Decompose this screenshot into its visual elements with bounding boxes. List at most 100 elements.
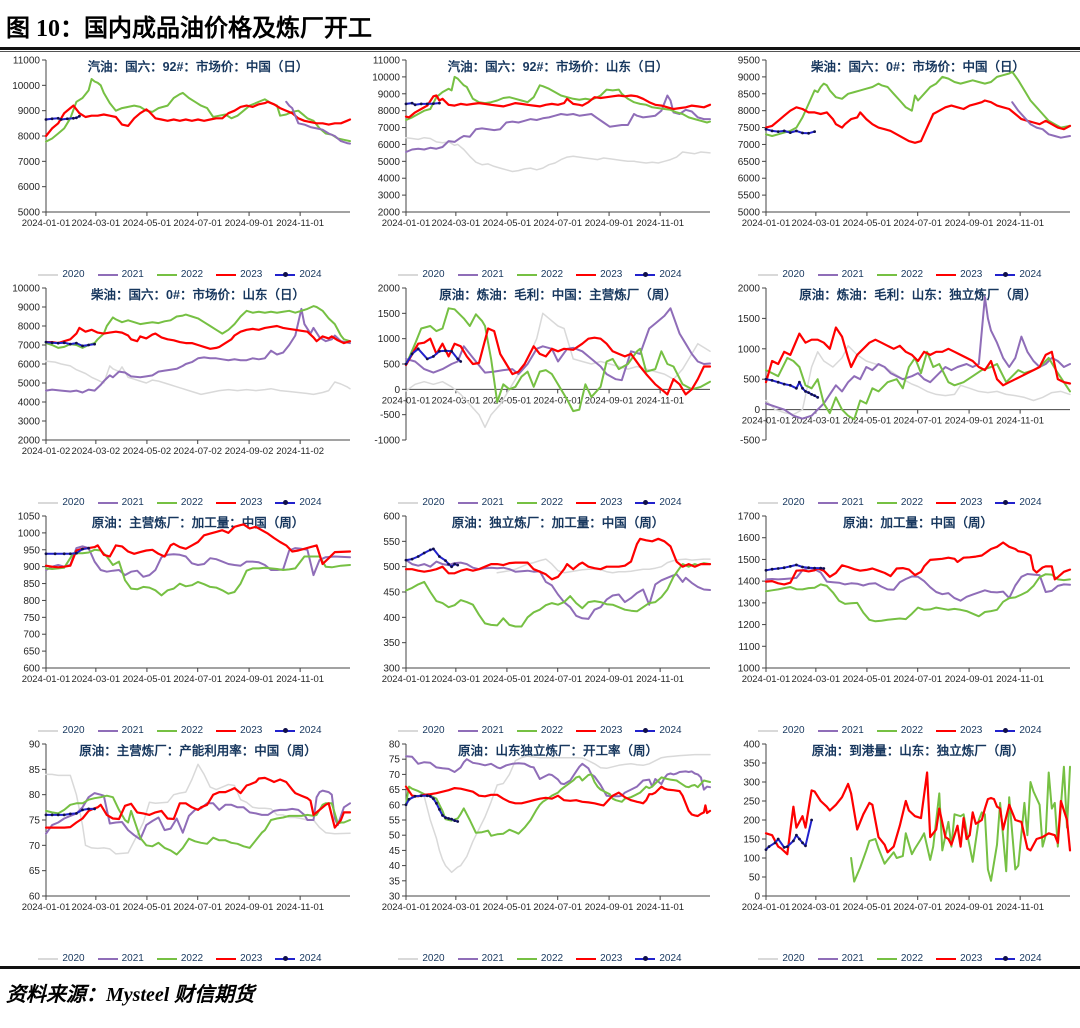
series-marker-2024 [50, 813, 54, 817]
series-marker-2024 [453, 562, 456, 566]
chart-legend: 2020 2021 2022 2023 2024 [360, 953, 720, 964]
legend-dot-2024 [1003, 955, 1009, 961]
legend-item-2020: 2020 [398, 497, 445, 508]
legend-item-2020: 2020 [38, 269, 85, 280]
series-marker-2024 [432, 797, 435, 801]
chart-9: 1000 1100 1200 1300 1400 1500 1600 1700 2024-01-… [720, 510, 1080, 738]
legend-label-2021: 2021 [481, 725, 504, 736]
y-tick-label: 60 [29, 892, 41, 903]
legend-item-2021: 2021 [457, 497, 504, 508]
series-marker-2024 [447, 817, 450, 820]
legend-swatch-2020 [758, 273, 779, 276]
legend-swatch-2020 [38, 957, 59, 960]
legend-swatch-2024 [995, 727, 1016, 733]
legend-swatch-2024 [635, 499, 656, 505]
series-line-2022 [45, 794, 351, 856]
series-marker-2024 [792, 839, 795, 843]
legend-label-2020: 2020 [782, 953, 805, 964]
series-marker-2024 [404, 362, 408, 366]
y-tick-label: 5000 [738, 208, 761, 219]
series-line-2022 [765, 573, 1071, 623]
legend-swatch-2023 [216, 729, 237, 732]
series-marker-2024 [425, 794, 429, 798]
y-tick-label: 750 [23, 613, 40, 624]
x-tick-label: 2024-09-01 [585, 218, 634, 229]
x-tick-label: 2024-05-01 [483, 674, 532, 685]
y-tick-label: 7000 [18, 341, 41, 352]
legend-item-2021: 2021 [817, 953, 864, 964]
legend-dot-2024 [283, 955, 289, 961]
series-line-2023 [764, 541, 1072, 586]
legend-item-2022: 2022 [156, 953, 203, 964]
y-tick-label: 8000 [378, 106, 401, 117]
y-tick-label: 80 [389, 740, 401, 751]
legend-item-2024: 2024 [275, 269, 322, 280]
series-marker-2024 [93, 342, 96, 346]
legend-item-2020: 2020 [398, 269, 445, 280]
legend-swatch-2023 [576, 501, 597, 504]
y-tick-label: 65 [29, 866, 41, 877]
series-marker-2024 [410, 557, 414, 561]
series-marker-2024 [764, 377, 768, 381]
x-tick-label: 2024-03-01 [72, 902, 121, 913]
series-marker-2024 [81, 808, 84, 812]
series-marker-2024 [432, 102, 435, 105]
legend-swatch-2022 [516, 957, 537, 960]
series-marker-2024 [798, 380, 801, 384]
y-tick-label: 11000 [13, 56, 41, 67]
x-tick-label: 2024-07-01 [173, 218, 222, 229]
legend-label-2021: 2021 [121, 269, 144, 280]
legend-label-2020: 2020 [62, 953, 85, 964]
y-tick-label: 700 [23, 630, 40, 641]
series-marker-2024 [773, 841, 777, 845]
series-marker-2024 [785, 845, 789, 848]
chart-legend: 2020 2021 2022 2023 2024 [360, 497, 720, 508]
x-tick-label: 2024-07-01 [893, 674, 942, 685]
y-tick-label: 200 [743, 816, 760, 827]
legend-item-2020: 2020 [38, 497, 85, 508]
y-tick-label: 1000 [738, 344, 761, 355]
legend-label-2022: 2022 [900, 953, 924, 964]
chart-3: 5000 5500 6000 6500 7000 7500 8000 8500 9000 9500… [720, 54, 1080, 282]
y-tick-label: 850 [23, 579, 40, 590]
series-marker-2024 [804, 390, 807, 393]
chart-plot: 5000 5500 6000 6500 7000 7500 8000 8500 9000 9500… [738, 56, 1072, 229]
chart-legend: 2020 2021 2022 2023 2024 [720, 953, 1080, 964]
series-line-2023 [764, 771, 1072, 856]
series-marker-2024 [413, 103, 417, 107]
legend-item-2024: 2024 [995, 953, 1042, 964]
legend-swatch-2024 [635, 727, 656, 733]
y-tick-label: 50 [749, 873, 761, 884]
legend-item-2021: 2021 [817, 497, 864, 508]
series-marker-2024 [776, 837, 780, 841]
series-line-2020 [405, 136, 711, 173]
series-line-2020 [765, 345, 1071, 416]
y-tick-label: 1100 [738, 642, 760, 653]
x-tick-label: 2024-05-01 [123, 674, 172, 685]
legend-swatch-2020 [38, 501, 59, 504]
legend-label-2021: 2021 [481, 953, 504, 964]
y-tick-label: 6500 [738, 157, 761, 168]
x-tick-label: 2024-05-01 [843, 218, 892, 229]
legend-dot-2024 [643, 727, 649, 733]
series-marker-2024 [816, 396, 820, 399]
legend-item-2022: 2022 [876, 497, 923, 508]
legend-label-2022: 2022 [540, 269, 564, 280]
chart-plot: 2000 3000 4000 5000 6000 7000 8000 9000 10000 110… [372, 56, 712, 229]
series-line-2022 [765, 70, 1071, 137]
series-marker-2024 [782, 566, 786, 570]
series-marker-2024 [68, 552, 72, 556]
legend-swatch-2022 [156, 273, 177, 276]
legend-item-2023: 2023 [936, 497, 982, 508]
series-marker-2024 [416, 555, 420, 558]
legend-item-2024: 2024 [635, 953, 682, 964]
series-marker-2024 [435, 801, 438, 805]
y-tick-label: 70 [389, 770, 401, 781]
series-marker-2024 [453, 819, 456, 822]
source-text: 资料来源：Mysteel 财信期货 [6, 984, 255, 1006]
series-marker-2024 [75, 812, 78, 815]
y-tick-label: 350 [383, 638, 400, 649]
legend-label-2024: 2024 [659, 953, 682, 964]
legend-label-2021: 2021 [121, 953, 144, 964]
series-line-2021 [405, 307, 711, 382]
